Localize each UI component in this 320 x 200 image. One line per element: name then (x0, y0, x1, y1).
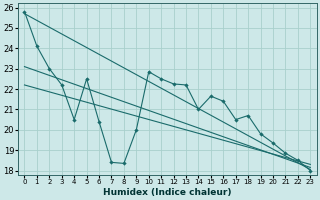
X-axis label: Humidex (Indice chaleur): Humidex (Indice chaleur) (103, 188, 232, 197)
